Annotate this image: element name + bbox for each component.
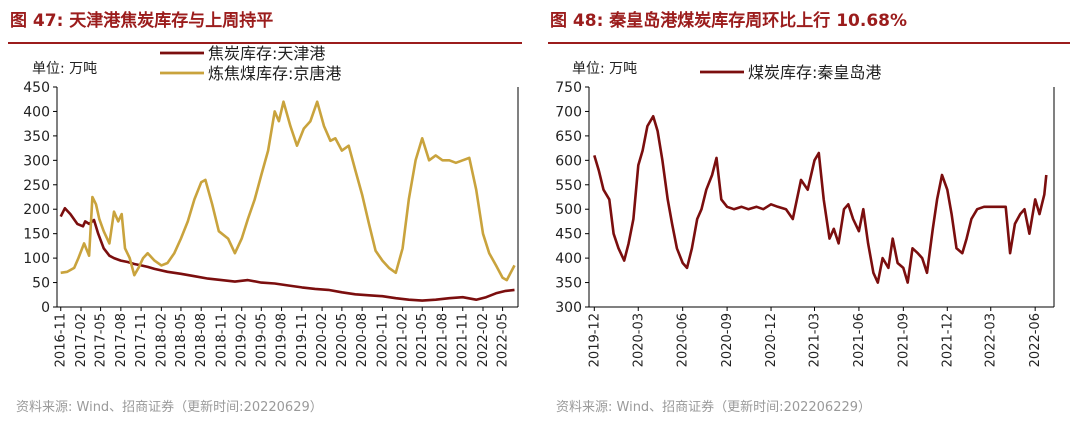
x-tick-label: 2020-12: [764, 313, 779, 367]
series-group: [59, 100, 516, 302]
x-tick-label: 2019-12: [587, 313, 602, 367]
x-tick-label: 2021-08: [435, 313, 450, 367]
legend: 煤炭库存:秦皇岛港: [700, 63, 881, 82]
x-tick-label: 2017-11: [134, 313, 149, 367]
x-tick-label: 2017-08: [114, 313, 129, 367]
y-tick-label: 300: [23, 153, 50, 169]
title-rule: [8, 42, 522, 44]
figure-title: 图 48: 秦皇岛港煤炭库存周环比上行 10.68%: [550, 11, 908, 31]
x-tick-label: 2017-05: [94, 313, 109, 367]
x-tick-label: 2020-03: [631, 313, 646, 367]
x-tick-label: 2019-02: [235, 313, 250, 367]
x-tick-label: 2020-06: [676, 313, 691, 367]
x-tick-label: 2020-02: [315, 313, 330, 367]
x-tick-label: 2021-06: [852, 313, 867, 367]
unit-label: 单位: 万吨: [572, 61, 637, 77]
legend-label: 煤炭库存:秦皇岛港: [748, 63, 881, 82]
y-tick-label: 150: [23, 227, 50, 243]
legend-label: 焦炭库存:天津港: [208, 44, 325, 63]
series-group: [593, 115, 1048, 284]
source-note: 资料来源: Wind、招商证券（更新时间:202206229）: [556, 400, 872, 415]
y-tick-label: 0: [41, 300, 50, 316]
x-tick-label: 2021-11: [456, 313, 471, 367]
x-tick-label: 2022-02: [476, 313, 491, 367]
y-tick-label: 400: [555, 251, 582, 267]
x-tick-label: 2021-02: [396, 313, 411, 367]
y-tick-label: 400: [23, 104, 50, 120]
y-tick-label: 250: [23, 178, 50, 194]
y-tick-label: 350: [23, 129, 50, 145]
x-tick-label: 2020-11: [375, 313, 390, 367]
x-tick-label: 2020-05: [335, 313, 350, 367]
x-tick-label: 2020-09: [720, 313, 735, 367]
x-tick-label: 2020-08: [355, 313, 370, 367]
unit-label: 单位: 万吨: [32, 61, 97, 77]
x-tick-label: 2016-11: [54, 313, 69, 367]
y-tick-label: 750: [555, 80, 582, 96]
series-line-2: [60, 100, 516, 282]
x-tick-label: 2019-08: [275, 313, 290, 367]
x-tick-label: 2021-03: [807, 313, 822, 367]
y-tick-label: 650: [555, 129, 582, 145]
x-tick-label: 2021-09: [896, 313, 911, 367]
chart-panel-right: 图 48: 秦皇岛港煤炭库存周环比上行 10.68% 单位: 万吨 煤炭库存:秦…: [540, 0, 1080, 423]
x-tick-label: 2022-05: [496, 313, 511, 367]
y-tick-label: 450: [555, 227, 582, 243]
x-tick-label: 2018-02: [154, 313, 169, 367]
x-tick-label: 2019-05: [254, 313, 269, 367]
y-tick-label: 200: [23, 202, 50, 218]
y-tick-label: 600: [555, 153, 582, 169]
axes: 300 350 400 450 500 550 600 650 700 750 2019-12 202…: [555, 80, 1055, 367]
y-tick-label: 300: [555, 300, 582, 316]
x-tick-label: 2018-11: [214, 313, 229, 367]
source-note: 资料来源: Wind、招商证券（更新时间:20220629）: [16, 400, 323, 415]
title-rule: [548, 42, 1070, 44]
y-tick-label: 50: [32, 276, 50, 292]
x-tick-label: 2019-11: [295, 313, 310, 367]
y-tick-label: 550: [555, 178, 582, 194]
x-tick-label: 2021-05: [415, 313, 430, 367]
series-line-1: [593, 115, 1048, 284]
x-tick-label: 2022-03: [984, 313, 999, 367]
chart-panel-left: 图 47: 天津港焦炭库存与上周持平 单位: 万吨 焦炭库存:天津港 炼焦煤库存:…: [0, 0, 532, 423]
x-tick-label: 2021-12: [940, 313, 955, 367]
chart-right: 单位: 万吨 煤炭库存:秦皇岛港 300 350 400 450 500 550 600 65…: [555, 61, 1055, 367]
y-tick-label: 700: [555, 104, 582, 120]
x-tick-label: 2017-02: [74, 313, 89, 367]
y-tick-label: 500: [555, 202, 582, 218]
x-tick-label: 2018-08: [194, 313, 209, 367]
legend-label: 炼焦煤库存:京唐港: [208, 64, 341, 83]
x-tick-label: 2022-06: [1028, 313, 1043, 367]
y-tick-label: 350: [555, 276, 582, 292]
y-tick-label: 450: [23, 80, 50, 96]
axes: 0 50 100 150 200 250 300 350 400 450 2016-11 2017-0…: [23, 80, 519, 367]
figure-title: 图 47: 天津港焦炭库存与上周持平: [10, 11, 274, 31]
series-line-1: [59, 206, 515, 302]
y-tick-label: 100: [23, 251, 50, 267]
x-tick-label: 2018-05: [174, 313, 189, 367]
